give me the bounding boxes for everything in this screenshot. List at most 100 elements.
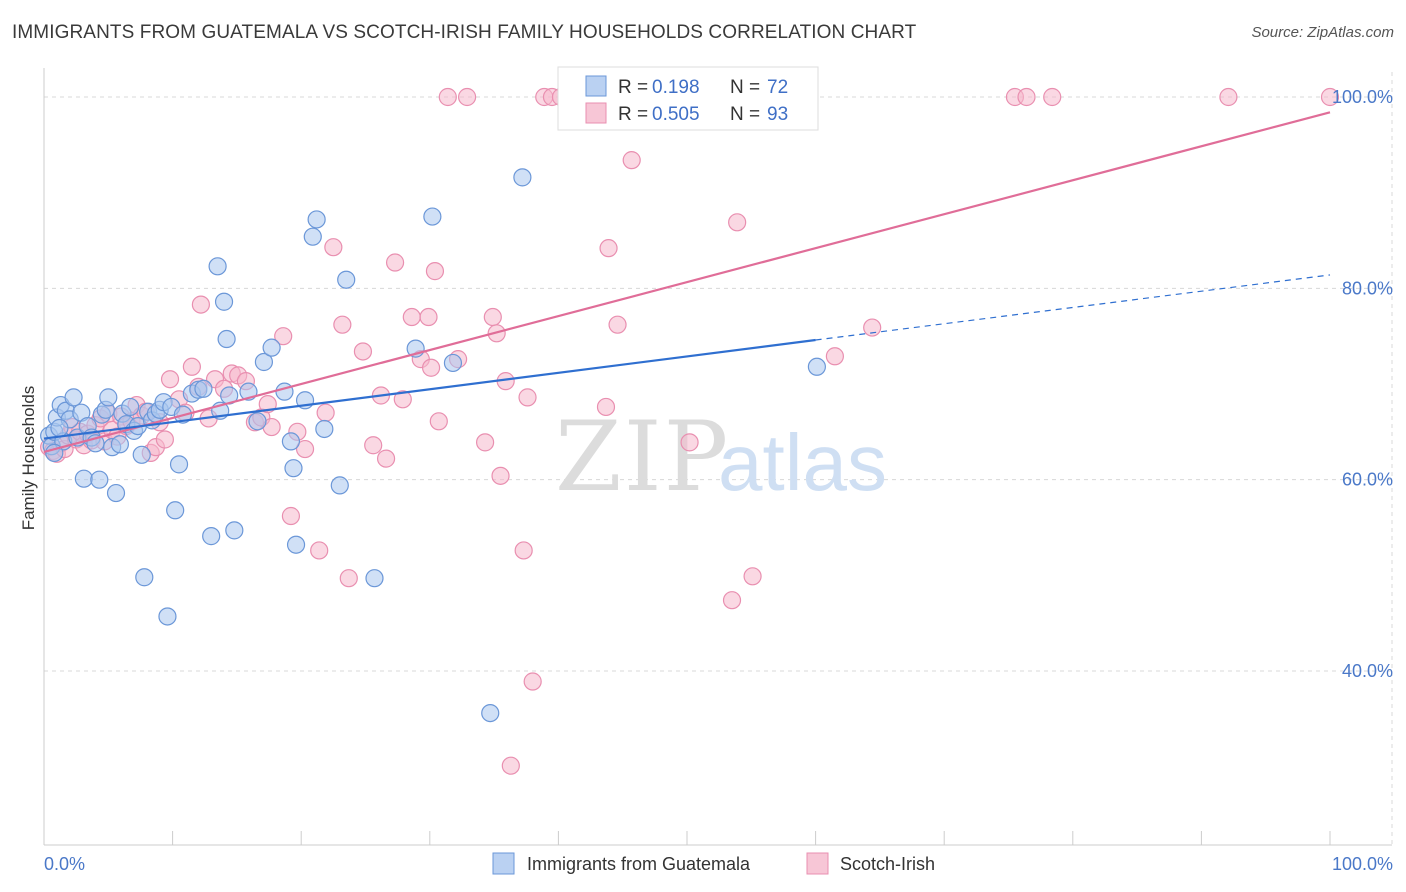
data-point	[353, 342, 373, 361]
legend-swatch	[585, 75, 607, 97]
data-point	[491, 466, 510, 485]
legend-r-label: R =	[618, 77, 648, 98]
data-point	[365, 569, 384, 588]
data-point	[514, 541, 533, 560]
data-point	[158, 607, 177, 626]
data-point	[121, 397, 140, 417]
data-point	[307, 210, 326, 229]
data-point	[438, 87, 457, 107]
data-point	[385, 253, 405, 272]
data-point	[50, 418, 69, 438]
chart-title: IMMIGRANTS FROM GUATEMALA VS SCOTCH-IRIS…	[12, 22, 917, 43]
legend-swatch	[492, 852, 515, 875]
data-point	[281, 432, 301, 451]
data-point	[169, 455, 189, 474]
data-point	[483, 307, 502, 327]
trend-line-scotch-irish	[43, 111, 1331, 453]
legend-r-value: 0.505	[652, 104, 700, 125]
data-point	[429, 412, 448, 431]
data-point	[274, 327, 293, 346]
data-point	[1043, 87, 1062, 107]
data-point	[1320, 87, 1340, 107]
data-point	[217, 329, 236, 349]
data-point	[132, 445, 151, 464]
data-point	[481, 703, 500, 723]
y-tick-label: 60.0%	[1342, 470, 1393, 490]
data-point	[518, 388, 537, 407]
data-point	[863, 318, 882, 337]
data-point	[166, 501, 185, 520]
data-point	[1017, 87, 1036, 107]
x-tick-label-min: 0.0%	[44, 854, 85, 874]
data-point	[214, 292, 234, 311]
watermark: ZIP atlas	[555, 401, 887, 513]
data-point	[339, 569, 358, 588]
data-point	[284, 459, 303, 478]
data-point	[622, 151, 641, 170]
data-point	[807, 357, 826, 376]
data-point	[281, 506, 301, 526]
grid-lines	[44, 72, 1393, 845]
data-point	[337, 270, 356, 289]
legend-n-value: 72	[767, 77, 788, 98]
legend-swatch	[806, 852, 829, 875]
source-label: Source: ZipAtlas.com	[1251, 24, 1394, 41]
data-point	[596, 397, 616, 417]
data-point	[501, 756, 520, 775]
trend-line-guatemala	[43, 338, 816, 440]
data-point	[743, 567, 762, 586]
data-point	[402, 307, 421, 327]
data-point	[286, 535, 306, 554]
data-point	[202, 527, 221, 546]
y-axis-title: Family Households	[19, 386, 38, 531]
data-point	[295, 439, 315, 459]
data-point	[1219, 87, 1238, 107]
trend-lines	[43, 111, 1331, 453]
data-point	[825, 347, 844, 366]
axes	[43, 68, 1392, 846]
data-point	[110, 435, 129, 454]
legend-series-name: Immigrants from Guatemala	[527, 854, 751, 874]
data-point	[722, 591, 742, 610]
legend-series-name: Scotch-Irish	[840, 854, 935, 874]
legend-n-label: N =	[730, 77, 760, 98]
data-point	[419, 307, 438, 327]
data-point	[330, 476, 349, 495]
series-legend: Immigrants from Guatemala Scotch-Irish	[492, 852, 935, 875]
x-tick-labels: 0.0% 100.0%	[44, 854, 1393, 874]
data-point	[64, 388, 83, 407]
watermark-zip: ZIP	[555, 401, 730, 513]
legend-n-label: N =	[730, 104, 760, 125]
data-point	[106, 483, 126, 503]
data-point	[135, 568, 154, 587]
data-point	[680, 433, 699, 452]
data-point	[315, 419, 334, 439]
legend-n-value: 93	[767, 104, 788, 125]
data-point	[364, 436, 383, 455]
data-point	[333, 315, 352, 334]
data-point	[324, 238, 343, 257]
trend-line-guatemala-extension	[815, 274, 1331, 341]
data-point	[90, 470, 109, 489]
data-point	[160, 370, 180, 389]
data-point	[599, 239, 618, 258]
data-point	[513, 168, 532, 187]
y-tick-label: 80.0%	[1342, 278, 1393, 298]
data-point	[74, 469, 93, 488]
data-point	[194, 379, 213, 398]
data-point	[457, 87, 477, 107]
legend-swatch	[585, 102, 607, 124]
data-point	[316, 403, 335, 422]
y-tick-label: 100.0%	[1332, 87, 1393, 107]
data-point	[393, 390, 412, 409]
data-point	[254, 352, 274, 372]
x-tick-label-max: 100.0%	[1332, 854, 1393, 874]
data-point	[262, 338, 281, 357]
data-point	[608, 315, 627, 334]
data-point	[225, 521, 244, 540]
legend-r-label: R =	[618, 104, 648, 125]
data-point	[423, 207, 442, 226]
data-point	[208, 257, 227, 276]
data-point	[376, 449, 396, 468]
